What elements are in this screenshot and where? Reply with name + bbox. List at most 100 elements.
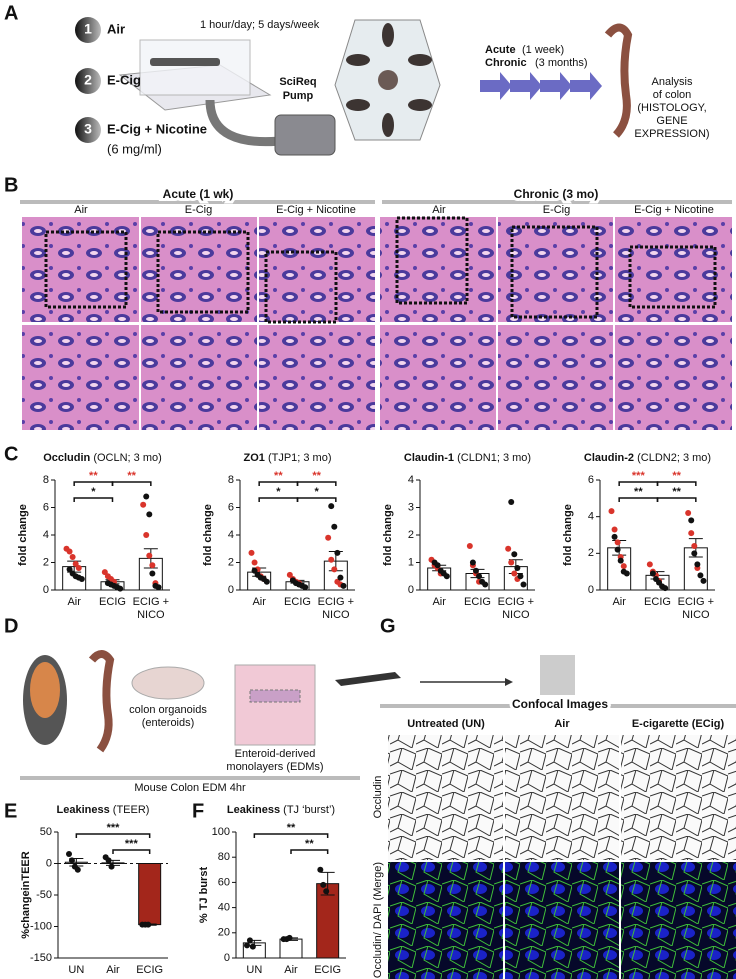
x-tick-label: NICO <box>322 609 350 621</box>
y-axis-label: fold change <box>562 504 574 566</box>
column-label: Air <box>554 718 570 730</box>
chart-title: Claudin-1 (CLDN1; 3 mo) <box>404 452 531 464</box>
significance-label: ** <box>127 470 136 482</box>
data-point <box>466 543 473 549</box>
acute: Acute <box>485 44 516 56</box>
data-point <box>146 511 153 518</box>
confocal-title: Confocal Images <box>512 697 608 711</box>
data-point <box>694 561 701 568</box>
step-label: E-Cig <box>107 72 141 87</box>
x-tick-label: NICO <box>137 609 165 621</box>
data-point <box>248 549 255 556</box>
histology-images <box>20 200 732 430</box>
step-label: Air <box>107 21 125 36</box>
y-tick-label: 3 <box>408 501 414 513</box>
chart-title: Leakiness (TJ ‘burst’) <box>227 804 335 816</box>
x-tick-label: ECIG <box>464 596 491 608</box>
data-point <box>263 578 270 585</box>
x-tick-label: ECIG + <box>133 596 169 608</box>
significance-label: ** <box>672 470 681 482</box>
y-tick-label: 4 <box>588 511 594 523</box>
panel-label: G <box>380 615 396 637</box>
column-label: E-Cig <box>543 204 571 216</box>
data-point <box>66 566 73 573</box>
group-title: Acute (1 wk) <box>163 187 234 201</box>
pump-label: SciReq <box>279 76 316 88</box>
x-tick-label: ECIG <box>99 596 126 608</box>
organoid-label: colon organoids <box>129 704 207 716</box>
y-tick-label: 4 <box>228 529 234 541</box>
analysis: Analysis <box>652 76 693 88</box>
significance-bracket <box>290 849 329 854</box>
y-tick-label: 4 <box>408 474 414 486</box>
significance-label: ** <box>634 486 643 498</box>
chart-title-main: Leakiness <box>57 804 110 816</box>
column-label: Air <box>74 204 88 216</box>
data-point <box>662 585 669 592</box>
data-point <box>508 559 515 566</box>
significance-label: ** <box>672 486 681 498</box>
data-point <box>340 582 347 589</box>
significance-label: * <box>276 486 281 498</box>
significance-bracket <box>111 481 152 486</box>
step-label: E-Cig + Nicotine <box>107 121 207 136</box>
data-point <box>66 548 73 555</box>
significance-bracket <box>253 833 329 838</box>
chart-title-main: Claudin-1 <box>404 452 454 464</box>
chart-title-main: Claudin-2 <box>584 452 634 464</box>
chart-title: Claudin-2 (CLDN2; 3 mo) <box>584 452 711 464</box>
x-tick-label: ECIG <box>314 964 341 976</box>
analysis: EXPRESSION) <box>634 128 709 140</box>
column-label: E-Cig <box>185 204 213 216</box>
data-point <box>649 570 656 577</box>
data-point <box>685 510 692 516</box>
chart-title: Leakiness (TEER) <box>57 804 150 816</box>
significance-bracket <box>112 849 151 854</box>
y-tick-label: 60 <box>218 876 230 888</box>
data-point <box>286 571 293 578</box>
y-tick-label: 6 <box>228 501 234 513</box>
data-point <box>700 577 707 584</box>
data-point <box>74 866 81 873</box>
x-tick-label: Air <box>252 596 266 608</box>
chart-title-main: ZO1 <box>243 452 264 464</box>
significance-label: ** <box>274 470 283 482</box>
data-point <box>145 921 152 928</box>
panel-label: F <box>192 800 204 822</box>
data-point <box>331 566 338 573</box>
y-tick-label: 8 <box>228 474 234 486</box>
data-point <box>75 565 82 571</box>
y-tick-label: 0 <box>224 952 230 964</box>
significance-bracket <box>258 497 299 502</box>
y-tick-label: 0 <box>408 584 414 596</box>
y-axis-label: fold change <box>202 504 214 566</box>
significance-label: ** <box>312 470 321 482</box>
chart-title-main: Leakiness <box>227 804 280 816</box>
data-point <box>317 866 324 873</box>
y-tick-label: 6 <box>588 474 594 486</box>
data-point <box>623 570 630 577</box>
x-tick-label: ECIG <box>136 964 163 976</box>
analysis: of colon <box>653 89 692 101</box>
data-point <box>155 584 162 591</box>
significance-label: *** <box>107 822 121 834</box>
data-point <box>469 559 476 566</box>
step-number: 1 <box>84 21 92 37</box>
data-point <box>251 567 258 574</box>
y-axis-label: % TJ burst <box>198 867 210 924</box>
x-tick-label: ECIG <box>644 596 671 608</box>
exposure-chamber <box>75 17 633 156</box>
significance-bracket <box>296 481 337 486</box>
chronic-detail: (3 months) <box>535 57 588 69</box>
x-tick-label: ECIG + <box>678 596 714 608</box>
data-point <box>328 556 335 563</box>
data-point <box>508 499 515 505</box>
x-tick-label: Air <box>106 964 120 976</box>
data-point <box>331 523 338 530</box>
pump-label: Pump <box>283 90 314 102</box>
column-label: E-Cig + Nicotine <box>276 204 356 216</box>
edm-label: monolayers (EDMs) <box>226 761 323 773</box>
data-point <box>68 857 75 864</box>
